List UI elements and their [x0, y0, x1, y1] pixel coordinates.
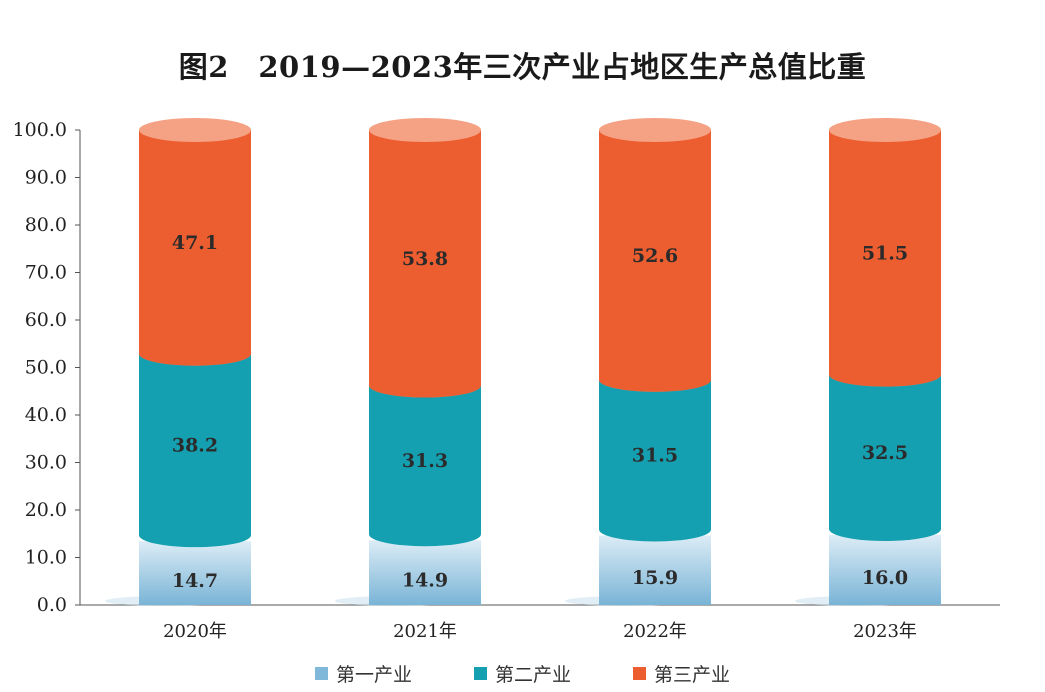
bar-body	[829, 130, 941, 387]
data-label: 32.5	[862, 442, 908, 464]
data-label: 38.2	[172, 434, 218, 456]
bar-tertiary-industry	[599, 118, 711, 392]
y-tick-label: 0.0	[37, 594, 67, 616]
bar-body	[369, 130, 481, 398]
bar-tertiary-industry	[139, 118, 251, 366]
y-tick-label: 20.0	[25, 499, 67, 521]
y-tick-label: 80.0	[25, 214, 67, 236]
bar-body	[369, 385, 481, 547]
bar-body	[829, 374, 941, 541]
data-label: 31.3	[402, 450, 448, 472]
y-tick-label: 30.0	[25, 452, 67, 474]
legend-swatch-secondary	[473, 667, 487, 680]
data-label: 14.9	[402, 570, 448, 592]
y-tick-label: 60.0	[25, 309, 67, 331]
data-label: 31.5	[632, 445, 678, 467]
bar-body	[139, 353, 251, 548]
y-tick-label: 40.0	[25, 404, 67, 426]
legend-swatch-primary	[314, 667, 328, 680]
legend-label-secondary: 第二产业	[494, 664, 571, 686]
bar-primary-industry	[829, 535, 941, 605]
bar-body	[139, 541, 251, 605]
bar-tertiary-industry	[829, 118, 941, 387]
legend-label-primary: 第一产业	[335, 664, 412, 686]
data-label: 16.0	[862, 567, 908, 589]
data-label: 15.9	[632, 567, 678, 589]
bar-top-cap	[369, 118, 481, 142]
legend-item-secondary: 第二产业	[473, 660, 571, 687]
data-label: 52.6	[632, 245, 678, 267]
y-tick-label: 90.0	[25, 167, 67, 189]
bar-top-cap	[829, 118, 941, 142]
bar-tertiary-industry	[369, 118, 481, 398]
x-tick-label: 2022年	[623, 621, 687, 642]
x-tick-label: 2021年	[393, 621, 457, 642]
x-tick-label: 2020年	[163, 621, 227, 642]
data-label: 14.7	[172, 570, 218, 592]
bar-body	[829, 535, 941, 605]
bar-body	[599, 535, 711, 605]
data-label: 53.8	[402, 248, 448, 270]
bar-body	[599, 379, 711, 542]
data-label: 47.1	[172, 232, 218, 254]
data-label: 51.5	[862, 242, 908, 264]
y-tick-label: 10.0	[25, 547, 67, 569]
bar-primary-industry	[369, 540, 481, 605]
legend: 第一产业 第二产业 第三产业	[0, 660, 1045, 687]
bar-primary-industry	[599, 535, 711, 605]
x-tick-label: 2023年	[853, 621, 917, 642]
bar-body	[599, 130, 711, 392]
y-tick-label: 100.0	[13, 119, 67, 141]
legend-swatch-tertiary	[633, 667, 646, 680]
legend-label-tertiary: 第三产业	[654, 664, 731, 686]
bar-body	[369, 540, 481, 605]
chart-title: 图2 2019—2023年三次产业占地区生产总值比重	[178, 50, 867, 84]
bar-top-cap	[599, 118, 711, 142]
y-tick-label: 70.0	[25, 262, 67, 284]
y-tick-label: 50.0	[25, 357, 67, 379]
legend-item-primary: 第一产业	[314, 660, 412, 687]
bar-primary-industry	[139, 541, 251, 605]
bar-body	[139, 130, 251, 366]
legend-item-tertiary: 第三产业	[633, 660, 730, 687]
bar-top-cap	[139, 118, 251, 142]
